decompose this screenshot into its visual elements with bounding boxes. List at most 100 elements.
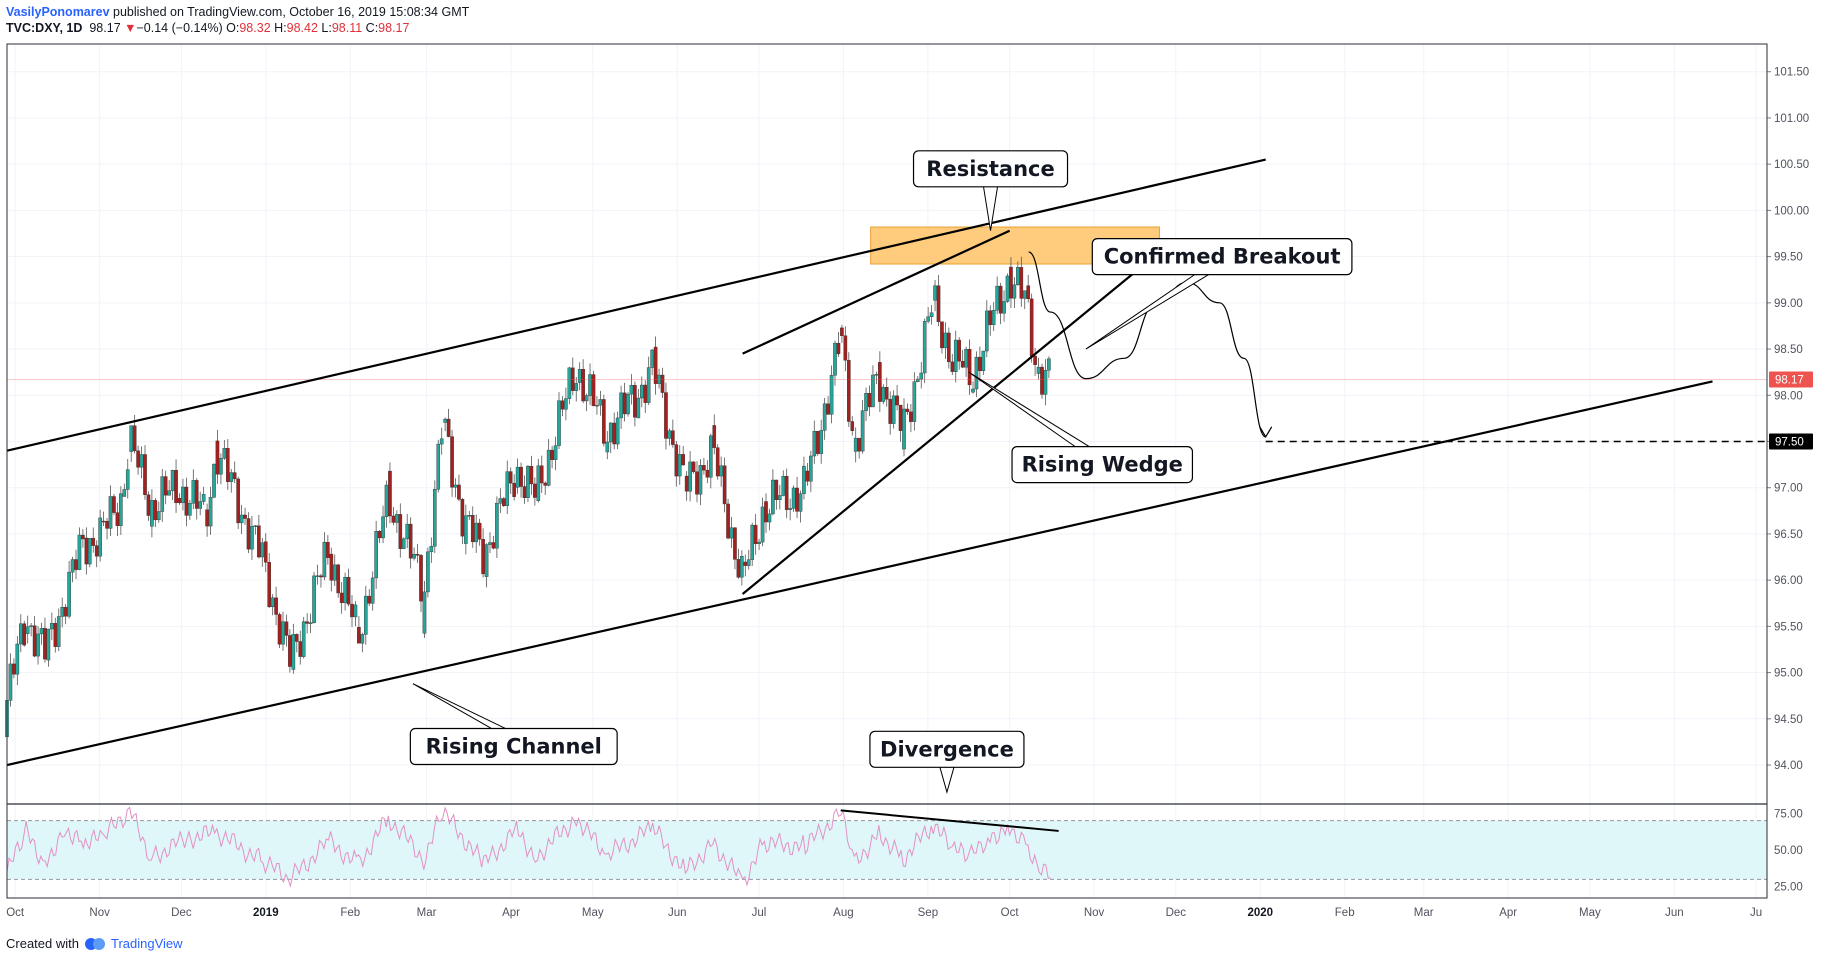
x-tick-label: May [1579,907,1601,919]
candle-body [650,349,654,368]
tradingview-logo-icon[interactable] [84,937,106,951]
candle-body [774,479,779,500]
candle-body [91,538,96,546]
candle-body [829,375,834,415]
candle-body [1019,267,1024,299]
wedge-upper-line [742,229,1011,355]
symbol-label[interactable]: TVC:DXY, 1D [6,21,83,35]
candle-body [826,403,830,415]
callout-resistance: Resistance [912,150,1069,231]
y-tick-label: 94.50 [1774,714,1803,726]
candle-body [119,493,123,526]
candle-body [991,310,996,325]
rsi-pane [6,806,1767,889]
y-tick-label: 95.00 [1774,668,1803,680]
candle-body [115,512,120,526]
open-value: 98.32 [239,21,271,35]
candle-body [177,498,182,503]
candle-body [957,339,961,362]
footer: Created with TradingView [6,936,183,951]
candle-body [267,562,272,608]
candle-body [577,369,582,383]
chart-frame [6,43,1768,899]
callout-box [409,727,618,766]
candle-body [122,489,127,497]
candle-body [160,476,165,512]
candle-body [508,471,513,484]
time-axis[interactable]: Oct Nov Dec 2019 Feb Mar Apr May Jun Jul Aug Sep Oct… [6,907,1762,919]
candle-body [67,571,71,617]
candle-body [691,461,696,472]
candle-body [1005,275,1010,302]
candle-body [205,509,209,527]
candle-body [491,542,496,549]
x-tick-label: Mar [417,907,437,919]
candle-body [436,443,441,490]
candle-body [884,387,889,400]
candle-body [377,531,382,539]
candle-body [281,621,285,645]
candle-body [1002,301,1006,314]
candle-body [464,515,468,544]
candle-body [684,475,689,492]
candle-body [1016,267,1020,285]
candle-body [595,404,599,407]
candle-body [419,555,423,602]
tradingview-brand[interactable]: TradingView [110,936,183,951]
x-tick-label: Aug [833,907,853,919]
candle-body [298,641,303,657]
candle-body [895,395,899,406]
candle-body [947,332,951,363]
candle-body [788,508,792,510]
candle-body [967,349,972,386]
candle-body [519,466,523,487]
callout-pointer [939,767,955,794]
candle-body [364,595,368,635]
projection-arrowhead [1259,426,1273,439]
candle-body [1022,290,1027,299]
candle-body [705,469,710,478]
candle-body [978,356,982,371]
x-tick-label: Feb [1335,907,1355,919]
candle-body [940,321,944,349]
callout-box [869,730,1025,768]
candle-body [253,525,258,527]
candle-body [301,621,306,657]
candle-body [212,463,216,498]
y-tick-label: 96.50 [1774,529,1803,541]
chart-header: VasilyPonomarev published on TradingView… [6,4,469,36]
candle-body [336,564,341,594]
price-chart[interactable]: Resistance Confirmed Breakout Rising Wedge… [0,0,1828,930]
last-price-badge-label: 98.17 [1775,375,1804,387]
x-tick-label: Nov [1084,907,1105,919]
candle-body [643,384,648,403]
candle-body [922,321,927,374]
close-value: 98.17 [378,21,410,35]
candle-body [850,421,855,431]
callout-box [912,150,1069,188]
candle-body [1029,298,1034,357]
candle-body [208,497,213,527]
candle-body [629,384,634,395]
x-tick-label: Oct [6,907,25,919]
candle-body [1036,366,1041,374]
candle-body [660,374,665,393]
candle-body [136,450,140,468]
candle-body [591,374,596,407]
y-tick-label: 94.00 [1774,760,1803,772]
candle-body [933,285,937,301]
candle-body [1009,266,1013,299]
candle-body [771,479,775,515]
price-axis[interactable]: 94.00 94.50 95.00 95.50 96.00 96.50 97.00 97.50… [1767,67,1813,894]
candle-body [415,553,420,556]
callout-rising-wedge: Rising Wedge [968,371,1194,484]
drawings-layer [6,158,1767,832]
candle-body [250,526,254,550]
author-name[interactable]: VasilyPonomarev [6,5,110,19]
candle-body [974,356,979,390]
candle-body [439,438,444,445]
candle-body [343,576,347,604]
candle-body [312,575,316,623]
ohlc-line: TVC:DXY, 1D 98.17 ▼−0.14 (−0.14%) O:98.3… [6,20,469,36]
candle-body [847,359,851,422]
